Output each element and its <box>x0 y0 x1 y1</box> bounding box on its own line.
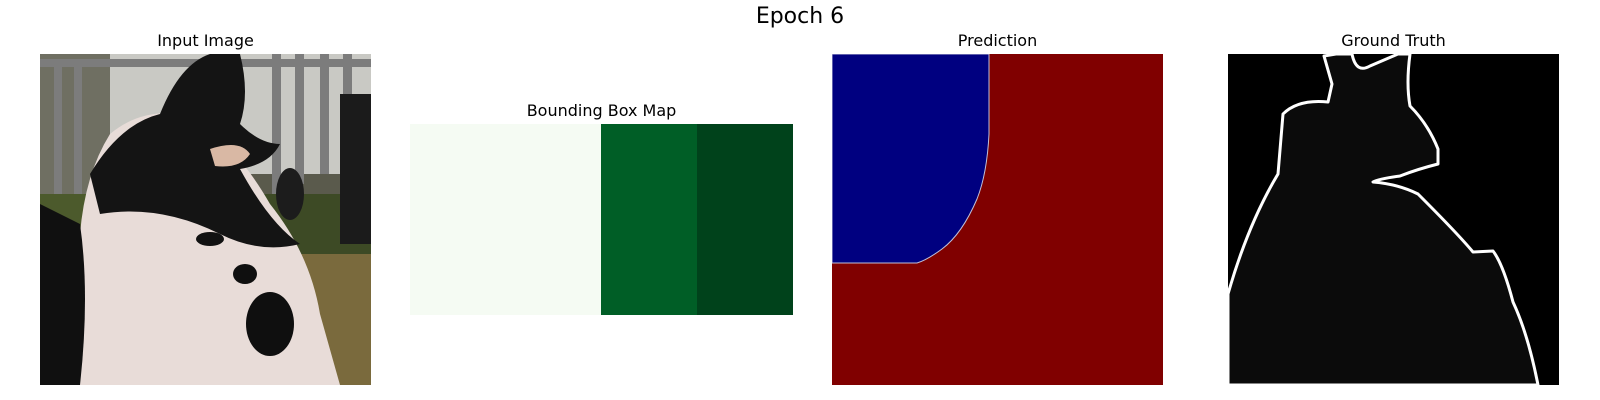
input-image-title: Input Image <box>157 31 254 50</box>
bbox-heatmap <box>410 124 793 315</box>
input-image <box>40 54 371 385</box>
prediction-object-region <box>832 54 990 264</box>
gt-object-region <box>1228 54 1540 385</box>
cow-photo <box>40 54 371 385</box>
bbox-map-title: Bounding Box Map <box>526 101 677 120</box>
prediction-title: Prediction <box>957 31 1038 50</box>
bbox-region-dark <box>697 124 793 315</box>
bbox-map <box>410 124 793 315</box>
ground-truth-map <box>1228 54 1559 385</box>
bbox-region-light <box>410 124 601 315</box>
figure-title: Epoch 6 <box>755 4 845 29</box>
prediction-map <box>832 54 1163 385</box>
bbox-region-mid <box>601 124 697 315</box>
ground-truth-title: Ground Truth <box>1341 31 1446 50</box>
prediction-mask <box>832 54 1163 385</box>
ground-truth-mask <box>1228 54 1559 385</box>
